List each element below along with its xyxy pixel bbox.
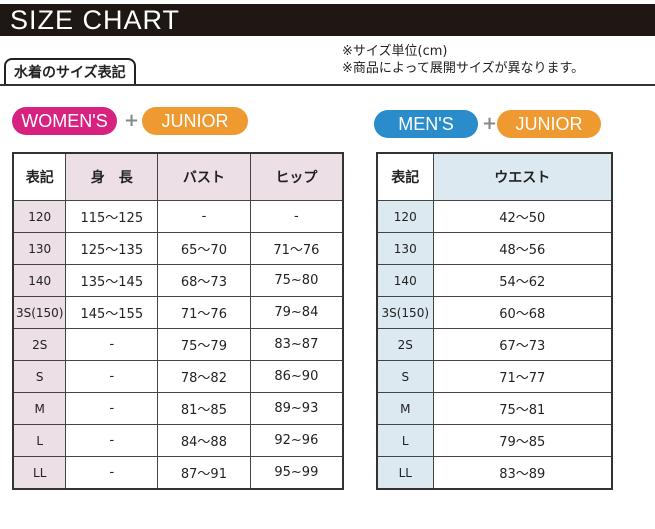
page-title: SIZE CHART [10, 5, 181, 35]
table-row: 120 42～50 [376, 200, 613, 233]
size-label-cell: L [376, 424, 434, 457]
size-label-cell: 140 [12, 264, 67, 297]
mens-size-table: 表記 ウエスト 120 42～50 130 48～56 140 54～62 3S(150) 60～… [376, 152, 613, 490]
measurement-cell: 86~90 [249, 360, 344, 393]
size-label-cell: LL [12, 456, 67, 490]
womens-badge: WOMEN'S [12, 107, 117, 135]
size-label-cell: 120 [376, 200, 434, 233]
divider [0, 84, 655, 86]
measurement-cell: 95~99 [249, 456, 344, 490]
size-label-cell: LL [376, 456, 434, 490]
measurement-cell: 71～76 [157, 296, 251, 329]
table-row: L 79～85 [376, 424, 613, 457]
header-row: 表記身 長バスト ヒップ [12, 152, 344, 201]
table-row: 140 135～145 68～73 75~80 [12, 264, 344, 297]
measurement-cell: 135～145 [65, 264, 159, 297]
measurement-cell: 75～79 [157, 328, 251, 361]
size-label-cell: S [376, 360, 434, 393]
note-availability: ※商品によって展開サイズが異なります。 [342, 61, 585, 76]
measurement-cell: - [157, 200, 251, 233]
measurement-cell: - [65, 424, 159, 457]
section-subtitle: 水着のサイズ表記 [4, 58, 136, 84]
measurement-cell: 68～73 [157, 264, 251, 297]
column-header: 表記 [12, 152, 67, 201]
measurement-cell: 81～85 [157, 392, 251, 425]
title-bar: SIZE CHART [0, 4, 655, 36]
size-label-cell: 140 [376, 264, 434, 297]
measurement-cell: - [65, 360, 159, 393]
size-label-cell: 120 [12, 200, 67, 233]
table-row: LL 83～89 [376, 456, 613, 490]
size-label-cell: 130 [376, 232, 434, 265]
measurement-cell: 145～155 [65, 296, 159, 329]
measurement-cell: 65～70 [157, 232, 251, 265]
measurement-cell: 60～68 [432, 296, 613, 329]
measurement-cell: 87～91 [157, 456, 251, 490]
column-header: 表記 [376, 152, 434, 201]
measurement-cell: 71～76 [249, 232, 344, 265]
womens-size-table: 表記身 長バスト ヒップ 120 115～125- -130 125～135 65～70 71… [12, 152, 344, 490]
measurement-cell: 79~84 [249, 296, 344, 329]
measurement-cell: 42～50 [432, 200, 613, 233]
table-row: 3S(150) 60～68 [376, 296, 613, 329]
measurement-cell: 89~93 [249, 392, 344, 425]
measurement-cell: 125～135 [65, 232, 159, 265]
table-row: 3S(150) 145～155 71～76 79~84 [12, 296, 344, 329]
measurement-cell: 83～89 [432, 456, 613, 490]
measurement-cell: 75～81 [432, 392, 613, 425]
measurement-cell: 78～82 [157, 360, 251, 393]
junior-badge: JUNIOR [497, 110, 601, 138]
measurement-cell: - [65, 456, 159, 490]
column-header: バスト [157, 152, 251, 201]
table-row: M 75～81 [376, 392, 613, 425]
table-row: 140 54～62 [376, 264, 613, 297]
measurement-cell: 84～88 [157, 424, 251, 457]
table-row: S -78～82 86~90 [12, 360, 344, 393]
note-unit: ※サイズ単位(cm) [342, 44, 448, 59]
header-row: 表記 ウエスト [376, 152, 613, 201]
plus-sign: + [482, 113, 498, 134]
table-row: 120 115～125- - [12, 200, 344, 233]
measurement-cell: 54～62 [432, 264, 613, 297]
table-row: 130 48～56 [376, 232, 613, 265]
table-row: 2S -75～79 83~87 [12, 328, 344, 361]
size-label-cell: M [12, 392, 67, 425]
measurement-cell: 71～77 [432, 360, 613, 393]
size-label-cell: M [376, 392, 434, 425]
measurement-cell: 79～85 [432, 424, 613, 457]
measurement-cell: 75~80 [249, 264, 344, 297]
column-header: 身 長 [65, 152, 159, 201]
measurement-cell: - [65, 392, 159, 425]
junior-badge: JUNIOR [142, 107, 248, 135]
measurement-cell: 67～73 [432, 328, 613, 361]
size-label-cell: S [12, 360, 67, 393]
table-row: S 71～77 [376, 360, 613, 393]
size-label-cell: 2S [376, 328, 434, 361]
plus-sign: + [124, 110, 140, 131]
measurement-cell: - [249, 200, 344, 233]
table-row: M -81～85 89~93 [12, 392, 344, 425]
measurement-cell: - [65, 328, 159, 361]
measurement-cell: 83~87 [249, 328, 344, 361]
table-row: L -84～88 92~96 [12, 424, 344, 457]
size-label-cell: 2S [12, 328, 67, 361]
size-label-cell: 3S(150) [376, 296, 434, 329]
measurement-cell: 92~96 [249, 424, 344, 457]
mens-badge: MEN'S [374, 110, 478, 138]
table-row: 130 125～135 65～70 71～76 [12, 232, 344, 265]
notes: ※サイズ単位(cm) ※商品によって展開サイズが異なります。 [342, 43, 584, 77]
size-label-cell: 130 [12, 232, 67, 265]
size-label-cell: L [12, 424, 67, 457]
column-header: ウエスト [432, 152, 613, 201]
table-row: LL -87～91 95~99 [12, 456, 344, 490]
table-row: 2S 67～73 [376, 328, 613, 361]
size-label-cell: 3S(150) [12, 296, 67, 329]
measurement-cell: 48～56 [432, 232, 613, 265]
column-header: ヒップ [249, 152, 344, 201]
measurement-cell: 115～125 [65, 200, 159, 233]
